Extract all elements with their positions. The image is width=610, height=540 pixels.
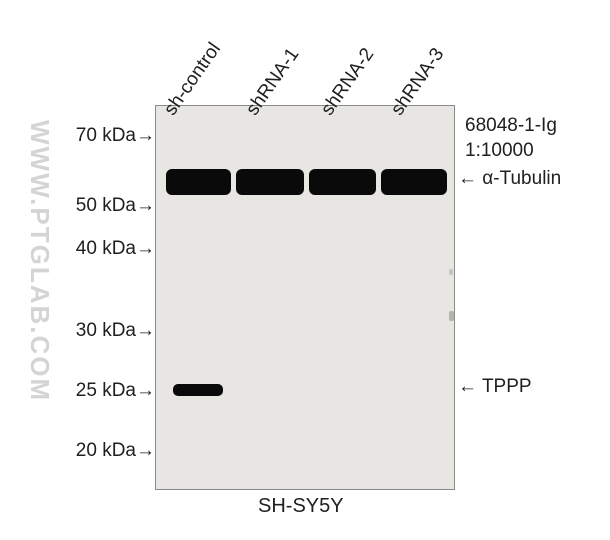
band-tubulin-lane1 — [166, 169, 231, 195]
blot-membrane — [155, 105, 455, 490]
band-label-tubulin: ← α-Tubulin — [458, 168, 561, 190]
mw-label-70: 70 kDa→ — [60, 125, 155, 147]
antibody-label: 68048-1-Ig — [465, 115, 557, 137]
blot-noise — [449, 311, 454, 321]
mw-label-30: 30 kDa→ — [60, 320, 155, 342]
dilution-label: 1:10000 — [465, 140, 534, 162]
band-tubulin-lane3 — [309, 169, 376, 195]
cell-line-label: SH-SY5Y — [258, 495, 344, 518]
band-tubulin-lane2 — [236, 169, 304, 195]
mw-label-25: 25 kDa→ — [60, 380, 155, 402]
blot-noise — [449, 269, 453, 275]
watermark: WWW.PTGLAB.COM — [24, 120, 55, 402]
mw-label-20: 20 kDa→ — [60, 440, 155, 462]
mw-label-40: 40 kDa→ — [60, 238, 155, 260]
mw-label-50: 50 kDa→ — [60, 195, 155, 217]
band-tubulin-lane4 — [381, 169, 447, 195]
band-label-tppp: ← TPPP — [458, 376, 532, 398]
band-tppp-lane1 — [173, 384, 223, 396]
